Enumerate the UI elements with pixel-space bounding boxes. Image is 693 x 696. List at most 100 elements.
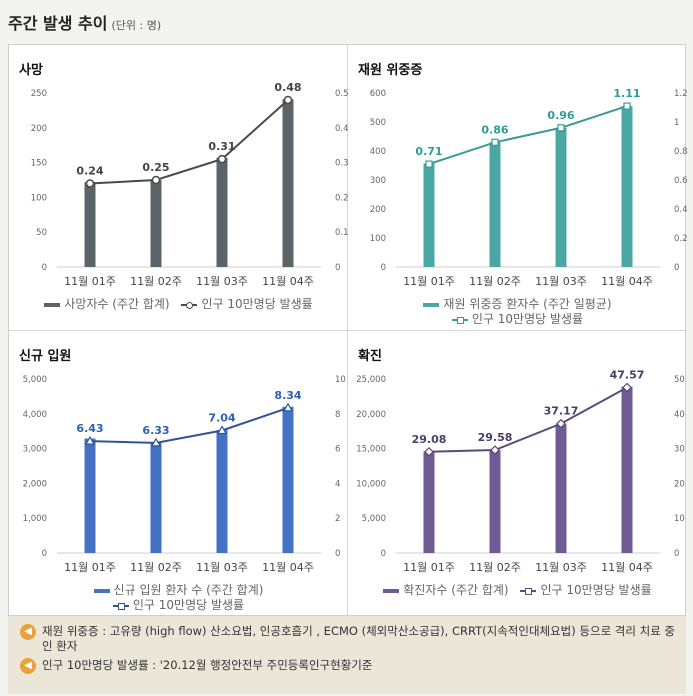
y-tick-label: 1,000 [23,514,47,524]
y2-tick-label: 0.2 [335,193,348,203]
chart-grid: 사망 0 50 100 150 200 250 0 0.1 0.2 0.3 0.4 0.5 11월 01… [8,44,687,617]
chart-legend: 확진자수 (주간 합계) 인구 10만명당 발생률 [348,583,687,598]
line-point [84,435,96,445]
legend-line-item: 인구 10만명당 발생률 [181,297,313,312]
line-point [150,437,162,447]
y2-tick-label: 1.2 [674,89,687,99]
data-label: 47.57 [610,368,645,381]
y-tick-label: 200 [31,124,47,134]
page-header: 주간 발생 추이 (단위 : 명) [8,10,162,33]
legend-bar-swatch [383,588,400,593]
page-title: 주간 발생 추이 [8,14,108,33]
y-tick-label: 200 [370,205,386,215]
legend-bar-item: 재원 위중증 환자수 (주간 일평균) [423,297,612,312]
data-label: 6.33 [142,424,169,437]
bar [621,386,633,553]
legend-bar-item: 확진자수 (주간 합계) [383,583,509,598]
y-tick-label: 500 [370,118,386,128]
y2-tick-label: 0.4 [674,205,687,215]
line-point [282,402,294,412]
legend-line-label: 인구 10만명당 발생률 [540,583,652,597]
y2-tick-label: 0.5 [335,89,348,99]
y-tick-label: 5,000 [23,375,47,385]
y2-tick-label: 0.3 [335,159,348,169]
data-label: 1.11 [613,87,640,100]
legend-bar-label: 신규 입원 환자 수 (주간 합계) [113,583,264,597]
bar [84,438,96,553]
x-tick-label: 11월 01주 [64,275,116,288]
y-tick-label: 15,000 [356,445,386,455]
legend-bar-swatch [44,302,61,307]
bar [150,442,162,553]
x-tick-label: 11월 03주 [535,561,587,574]
y2-tick-label: 8 [335,410,340,420]
y2-tick-label: 2 [335,514,340,524]
y-tick-label: 10,000 [356,479,386,489]
speaker-icon: ◀ [20,658,36,674]
y-tick-label: 600 [370,89,386,99]
y-tick-label: 0 [42,263,47,273]
bar [84,182,96,267]
y2-tick-label: 0 [335,549,340,559]
data-label: 0.96 [547,109,574,122]
y2-tick-label: 0.6 [674,176,687,186]
legend-line-swatch [520,587,537,595]
data-label: 0.24 [76,164,103,177]
x-tick-label: 11월 04주 [262,561,314,574]
y-tick-label: 100 [370,234,386,244]
chart-admissions: 0 1,000 2,000 3,000 4,000 5,000 0 2 4 6 8 10 11월 01주… [23,375,346,574]
y-tick-label: 25,000 [356,375,386,385]
line-point [622,382,632,393]
line-point [217,154,227,164]
line-point [557,124,565,132]
data-label: 29.58 [478,431,513,444]
y2-tick-label: 1 [674,118,679,128]
speaker-icon: ◀ [20,624,36,640]
series-line [428,386,628,453]
y2-tick-label: 0 [674,549,679,559]
legend-line-swatch [112,602,129,610]
legend-bar-label: 확진자수 (주간 합계) [403,583,509,597]
chart-legend: 신규 입원 환자 수 (주간 합계) 인구 10만명당 발생률 [9,583,348,613]
note-item: ◀ 재원 위중증 : 고유량 (high flow) 산소요법, 인공호흡기 ,… [20,624,676,654]
panel-title: 확진 [358,349,382,364]
y2-tick-label: 20 [674,479,685,489]
data-label: 37.17 [544,405,579,418]
y-tick-label: 0 [381,549,386,559]
chart-panel-confirmed: 확진 0 5,000 10,000 15,000 20,000 25,000 0 10 20 30… [348,331,687,617]
panel-title: 재원 위중증 [358,63,423,78]
chart-panel-deaths: 사망 0 50 100 150 200 250 0 0.1 0.2 0.3 0.4 0.5 11월 01… [9,45,348,331]
line-point [151,175,161,185]
bar [555,424,567,553]
note-text: 재원 위중증 : 고유량 (high flow) 산소요법, 인공호흡기 , E… [42,624,676,653]
legend-bar-label: 사망자수 (주간 합계) [64,297,170,311]
x-tick-label: 11월 03주 [196,275,248,288]
data-label: 0.86 [481,123,508,136]
line-point [556,418,566,429]
legend-bar-label: 재원 위중증 환자수 (주간 일평균) [443,297,612,311]
legend-line-label: 인구 10만명당 발생률 [471,312,584,326]
series-line [428,105,628,165]
legend-line-item: 인구 10만명당 발생률 [520,583,652,598]
bar [216,430,228,553]
y2-tick-label: 6 [335,445,340,455]
legend-line-swatch [451,316,468,324]
line-point [490,445,500,455]
unit-label: (단위 : 명) [111,19,162,32]
y-tick-label: 250 [31,89,47,99]
notes-box: ◀ 재원 위중증 : 고유량 (high flow) 산소요법, 인공호흡기 ,… [8,616,686,694]
x-tick-label: 11월 01주 [64,561,116,574]
chart-deaths: 0 50 100 150 200 250 0 0.1 0.2 0.3 0.4 0.5 11월 01주 11… [31,81,348,288]
y2-tick-label: 10 [335,375,346,385]
y2-tick-label: 0.2 [674,234,687,244]
chart-legend: 재원 위중증 환자수 (주간 일평균) 인구 10만명당 발생률 [348,297,687,327]
y-tick-label: 2,000 [23,479,47,489]
chart-panel-admissions: 신규 입원 0 1,000 2,000 3,000 4,000 5,000 0 2 4 6 8 10 1… [9,331,348,617]
x-tick-label: 11월 01주 [403,561,455,574]
y-tick-label: 0 [42,549,47,559]
y-tick-label: 4,000 [23,410,47,420]
data-label: 0.25 [142,161,169,174]
data-label: 0.31 [208,140,235,153]
bar [216,157,228,267]
line-point [283,95,293,105]
